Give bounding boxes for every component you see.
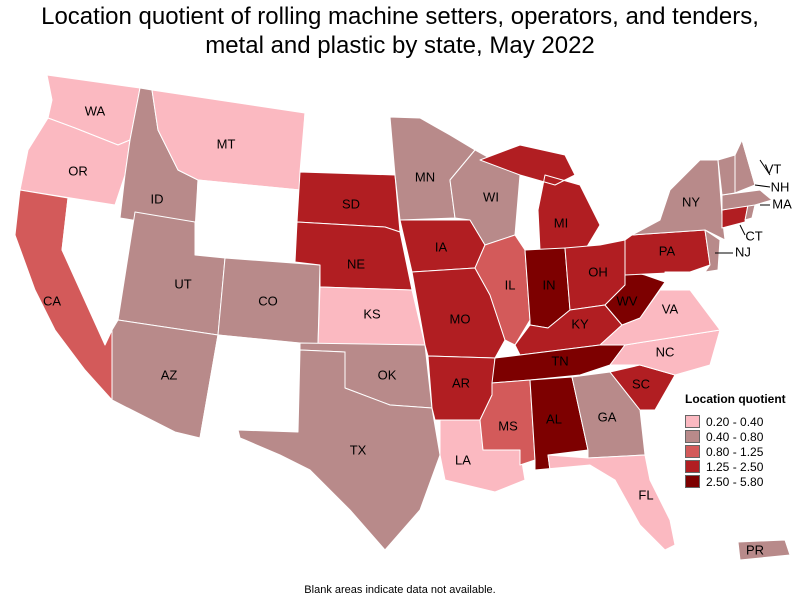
state-hi[interactable]	[167, 491, 241, 553]
state-nd[interactable]	[299, 112, 396, 176]
state-label-fl: FL	[638, 487, 653, 502]
leader-line-nh	[754, 184, 771, 188]
legend-item: 0.40 - 0.80	[685, 429, 800, 444]
state-label-ky: KY	[571, 316, 589, 331]
state-label-tx: TX	[350, 442, 367, 457]
state-label-wv: WV	[617, 293, 638, 308]
state-tx[interactable]	[237, 349, 441, 551]
state-ma[interactable]	[721, 189, 773, 211]
state-label-mi: MI	[554, 215, 568, 230]
legend-swatch	[685, 415, 700, 428]
state-label-mo: MO	[450, 311, 471, 326]
state-wv[interactable]	[604, 269, 666, 326]
state-ny[interactable]	[631, 159, 726, 241]
state-label-ma: MA	[772, 196, 792, 211]
state-label-pa: PA	[659, 243, 676, 258]
state-label-wa: WA	[85, 103, 106, 118]
state-ak[interactable]	[14, 429, 136, 541]
state-label-va: VA	[662, 301, 679, 316]
leader-line-vt	[759, 159, 771, 176]
state-label-or: OR	[68, 163, 88, 178]
state-label-sd: SD	[342, 196, 360, 211]
legend-title: Location quotient	[685, 392, 786, 406]
state-label-mn: MN	[415, 169, 435, 184]
state-label-nc: NC	[656, 344, 675, 359]
state-label-wi: WI	[483, 189, 499, 204]
state-label-pr: PR	[746, 542, 764, 557]
state-nj[interactable]	[704, 229, 721, 273]
state-label-ca: CA	[43, 293, 61, 308]
legend-label: 1.25 - 2.50	[706, 459, 764, 474]
legend-item: 0.20 - 0.40	[685, 414, 800, 429]
state-label-ga: GA	[598, 409, 617, 424]
legend-item: 2.50 - 5.80	[685, 474, 800, 489]
state-sc[interactable]	[609, 364, 676, 411]
legend: Location quotient 0.20 - 0.40 0.40 - 0.80…	[685, 392, 800, 489]
state-label-ar: AR	[452, 375, 470, 390]
state-label-ct: CT	[745, 228, 762, 243]
legend-swatch	[685, 445, 700, 458]
legend-swatch	[685, 460, 700, 473]
state-label-oh: OH	[588, 264, 608, 279]
state-label-ut: UT	[174, 276, 191, 291]
state-label-nj: NJ	[735, 244, 751, 259]
state-wy[interactable]	[194, 179, 301, 263]
legend-swatch	[685, 475, 700, 488]
legend-item: 1.25 - 2.50	[685, 459, 800, 474]
legend-label: 0.20 - 0.40	[706, 414, 764, 429]
state-label-in: IN	[543, 277, 556, 292]
state-label-al: AL	[546, 411, 562, 426]
legend-label: 2.50 - 5.80	[706, 474, 764, 489]
state-label-ok: OK	[378, 367, 397, 382]
state-md[interactable]	[664, 271, 713, 301]
state-label-il: IL	[505, 277, 516, 292]
state-label-id: ID	[151, 191, 164, 206]
legend-swatch	[685, 430, 700, 443]
map-title: Location quotient of rolling machine set…	[41, 3, 759, 59]
state-mi[interactable]	[479, 144, 601, 251]
state-label-ia: IA	[435, 239, 448, 254]
state-nm[interactable]	[199, 334, 301, 439]
legend-item: 0.80 - 1.25	[685, 444, 800, 459]
legend-label: 0.80 - 1.25	[706, 444, 764, 459]
state-label-sc: SC	[632, 376, 650, 391]
leader-line-ct	[739, 224, 746, 236]
state-label-la: LA	[455, 452, 471, 467]
state-pr[interactable]	[737, 539, 791, 561]
state-label-ks: KS	[363, 306, 381, 321]
state-label-ny: NY	[682, 194, 700, 209]
state-label-co: CO	[258, 293, 278, 308]
state-label-mt: MT	[217, 136, 236, 151]
state-label-ne: NE	[347, 256, 365, 271]
footnote: Blank areas indicate data not available.	[304, 584, 496, 596]
state-fl[interactable]	[534, 454, 676, 551]
state-label-ms: MS	[498, 418, 518, 433]
legend-label: 0.40 - 0.80	[706, 429, 764, 444]
state-label-tn: TN	[551, 353, 568, 368]
state-label-vt: VT	[765, 161, 782, 176]
state-label-az: AZ	[161, 367, 178, 382]
state-label-nh: NH	[771, 179, 790, 194]
